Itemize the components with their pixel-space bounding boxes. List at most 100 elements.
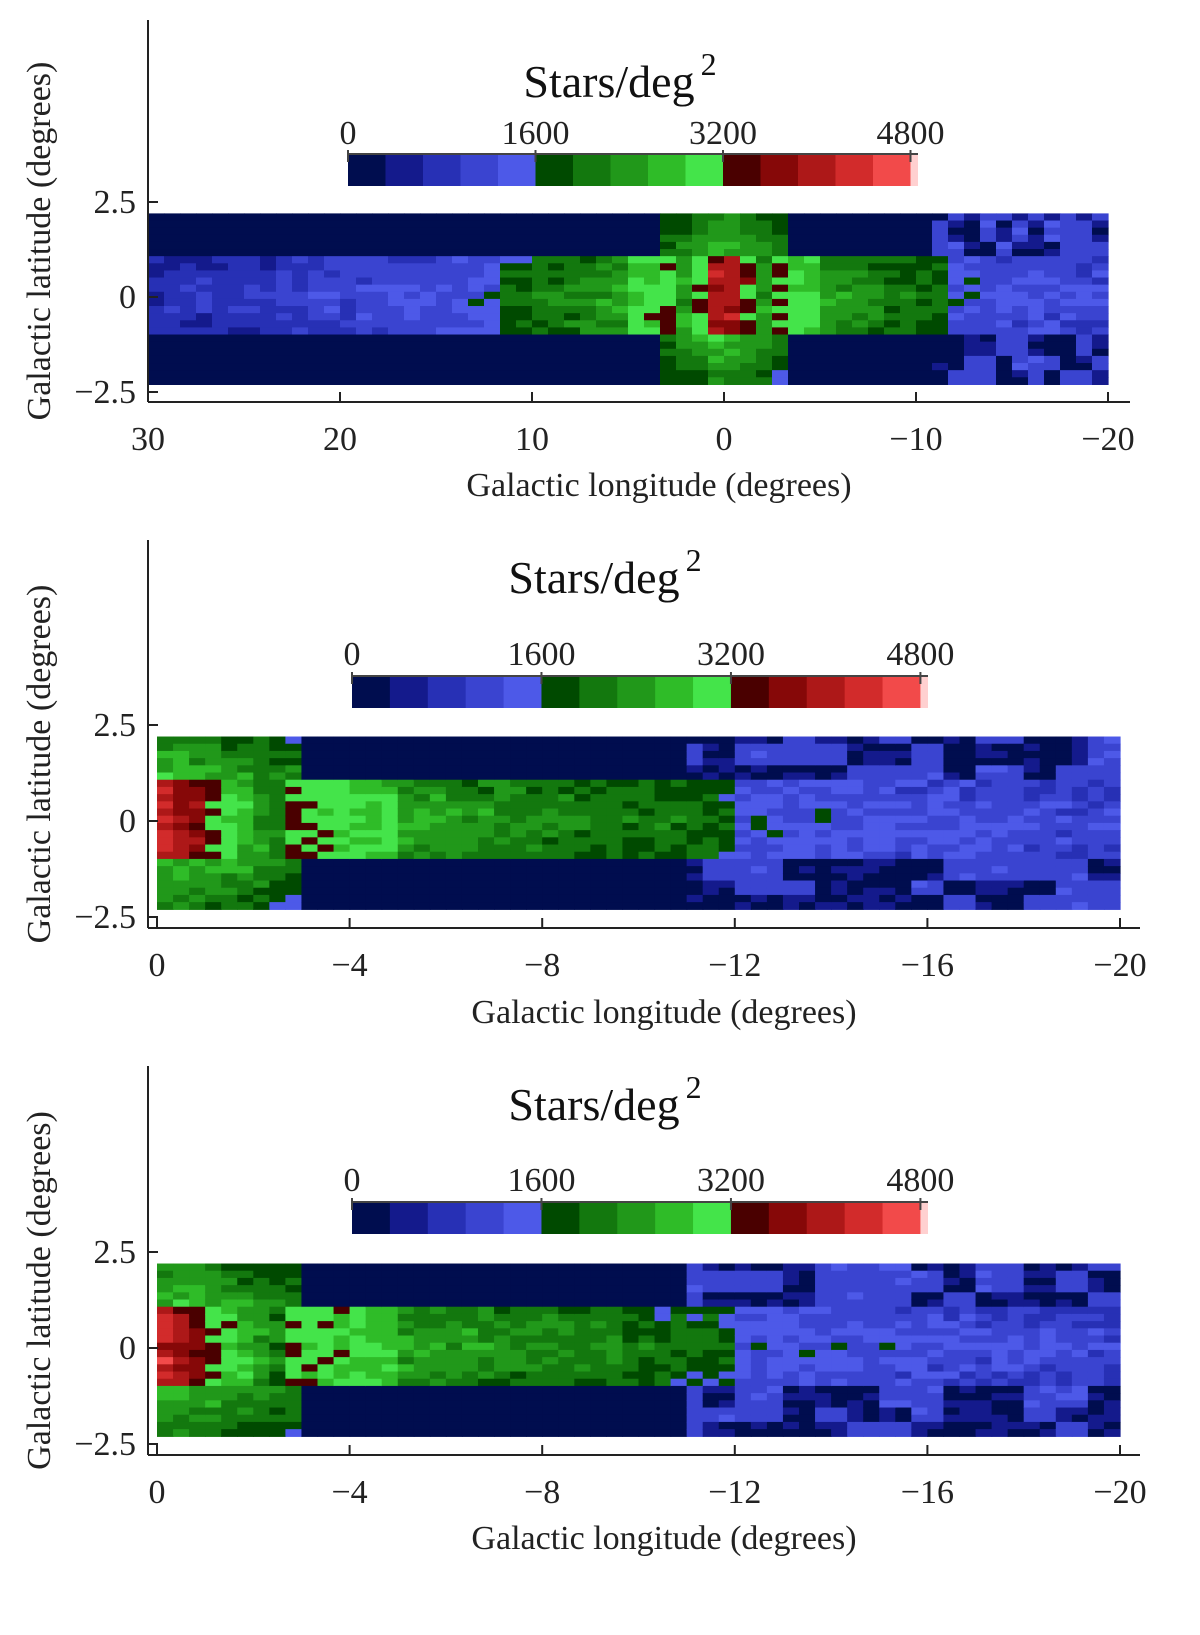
heatmap-cell [1023, 1270, 1041, 1279]
heatmap-cell [670, 1378, 688, 1387]
heatmap-cell [221, 750, 238, 759]
heatmap-cell [212, 213, 229, 222]
heatmap-cell [276, 256, 293, 264]
colorbar-segment [579, 1202, 618, 1234]
heatmap-cell [205, 873, 222, 882]
heatmap-cell [221, 1342, 238, 1351]
heatmap-cell [868, 284, 885, 293]
heatmap-cell [308, 348, 325, 357]
heatmap-cell [542, 866, 559, 874]
heatmap-cell [317, 1313, 335, 1322]
heatmap-cell [788, 355, 805, 364]
heatmap-cell [1028, 270, 1045, 279]
heatmap-cell [413, 1335, 431, 1344]
heatmap-cell [260, 327, 277, 336]
heatmap-cell [228, 234, 245, 243]
heatmap-cell [205, 765, 222, 774]
heatmap-cell [1023, 743, 1041, 752]
heatmap-cell [964, 377, 981, 385]
heatmap-cell [397, 1429, 415, 1437]
heatmap-cell [340, 220, 357, 229]
heatmap-cell [308, 298, 325, 307]
heatmap-cell [532, 227, 549, 236]
heatmap-cell [494, 902, 511, 910]
heatmap-cell [772, 263, 789, 271]
heatmap-cell [911, 1328, 928, 1337]
heatmap-cell [766, 822, 784, 831]
heatmap-cell [782, 830, 800, 838]
heatmap-cell [285, 894, 303, 903]
heatmap-cell [1071, 1342, 1089, 1351]
heatmap-cell [164, 234, 181, 243]
heatmap-cell [638, 851, 656, 860]
heatmap-cell [692, 355, 709, 364]
heatmap-cell [606, 1306, 624, 1315]
heatmap-cell [975, 1378, 993, 1387]
heatmap-cell [452, 363, 469, 371]
heatmap-cell [895, 1270, 912, 1279]
heatmap-cell [590, 894, 607, 903]
heatmap-cell [461, 1270, 479, 1279]
heatmap-cell [404, 227, 421, 236]
heatmap-cell [269, 1429, 286, 1437]
heatmap-cell [221, 837, 238, 846]
heatmap-cell [991, 1385, 1009, 1394]
heatmap-cell [895, 1328, 912, 1337]
heatmap-cell [991, 1299, 1009, 1308]
heatmap-cell [510, 887, 527, 896]
x-tick-label: −12 [708, 947, 761, 984]
heatmap-cell [478, 1400, 495, 1409]
heatmap-cell [815, 1270, 832, 1279]
heatmap-cell [301, 1321, 319, 1329]
heatmap-cell [269, 887, 286, 896]
heatmap-cell [980, 355, 997, 364]
heatmap-cell [911, 1407, 928, 1416]
heatmap-cell [1092, 284, 1109, 293]
heatmap-cell [831, 815, 848, 824]
heatmap-cell [724, 213, 741, 222]
heatmap-cell [1060, 241, 1077, 250]
heatmap-cell [157, 830, 174, 838]
heatmap-cell [333, 1270, 351, 1279]
heatmap-cell [580, 313, 597, 321]
heatmap-cell [205, 750, 222, 759]
heatmap-cell [943, 1371, 961, 1380]
heatmap-cell [436, 298, 453, 307]
heatmap-cell [317, 750, 335, 759]
heatmap-cell [831, 851, 848, 860]
heatmap-cell [799, 894, 816, 903]
heatmap-cell [461, 1400, 479, 1409]
heatmap-cell [173, 1328, 190, 1337]
heatmap-cell [654, 1306, 672, 1315]
heatmap-cell [868, 320, 885, 328]
heatmap-cell [788, 263, 805, 271]
heatmap-cell [799, 851, 816, 860]
heatmap-cell [750, 887, 768, 896]
heatmap-cell [1023, 1349, 1041, 1358]
heatmap-cell [269, 1421, 286, 1430]
heatmap-cell [1087, 1263, 1105, 1272]
heatmap-cell [863, 1270, 880, 1279]
heatmap-cell [340, 306, 357, 314]
heatmap-cell [590, 1407, 607, 1416]
heatmap-cell [863, 1292, 880, 1301]
heatmap-cell [750, 794, 768, 802]
heatmap-cell [404, 355, 421, 364]
heatmap-cell [1076, 327, 1093, 336]
heatmap-cell [734, 1385, 752, 1394]
heatmap-cell [532, 284, 549, 293]
heatmap-cell [420, 348, 437, 357]
heatmap-cell [724, 363, 741, 371]
heatmap-cell [1076, 277, 1093, 286]
heatmap-cell [766, 758, 784, 766]
heatmap-cell [991, 830, 1009, 838]
heatmap-cell [879, 1313, 896, 1322]
heatmap-cell [526, 1364, 543, 1373]
heatmap-cell [189, 758, 206, 766]
heatmap-cell [750, 1299, 768, 1308]
heatmap-cell [397, 1378, 415, 1387]
heatmap-cell [638, 830, 656, 838]
heatmap-cell [1071, 1313, 1089, 1322]
heatmap-cell [676, 320, 693, 328]
heatmap-cell [1044, 227, 1061, 236]
